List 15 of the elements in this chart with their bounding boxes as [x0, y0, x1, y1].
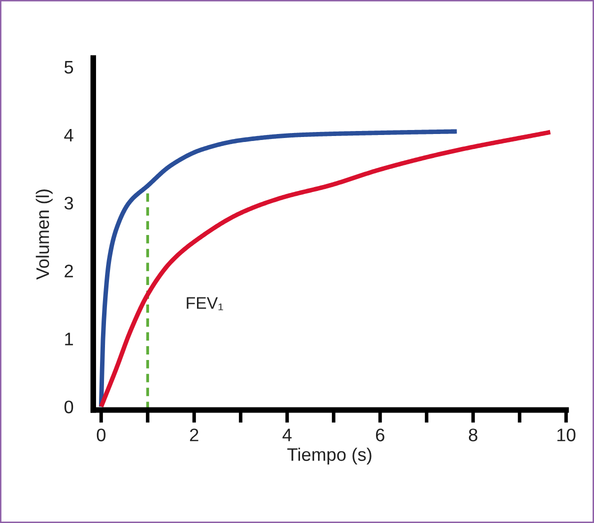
y-tick-label: 5: [64, 61, 74, 74]
y-tick-label: 1: [65, 332, 73, 346]
x-tick-label: 6: [376, 428, 384, 442]
y-tick-label: 2: [64, 264, 73, 278]
x-axis-title: Tiempo (s): [287, 448, 372, 465]
y-tick-label: 0: [64, 400, 74, 414]
x-tick-label: 0: [96, 428, 106, 442]
x-tick-label: 2: [190, 428, 198, 442]
x-tick-label: 4: [282, 428, 292, 442]
y-tick-label: 4: [64, 128, 74, 142]
y-axis-title: Volumen (l): [36, 190, 53, 280]
annotation: FEV₁: [186, 297, 224, 310]
x-tick-label: 8: [468, 428, 478, 442]
x-tick-label: 10: [557, 428, 576, 442]
y-tick-label: 3: [64, 196, 74, 210]
